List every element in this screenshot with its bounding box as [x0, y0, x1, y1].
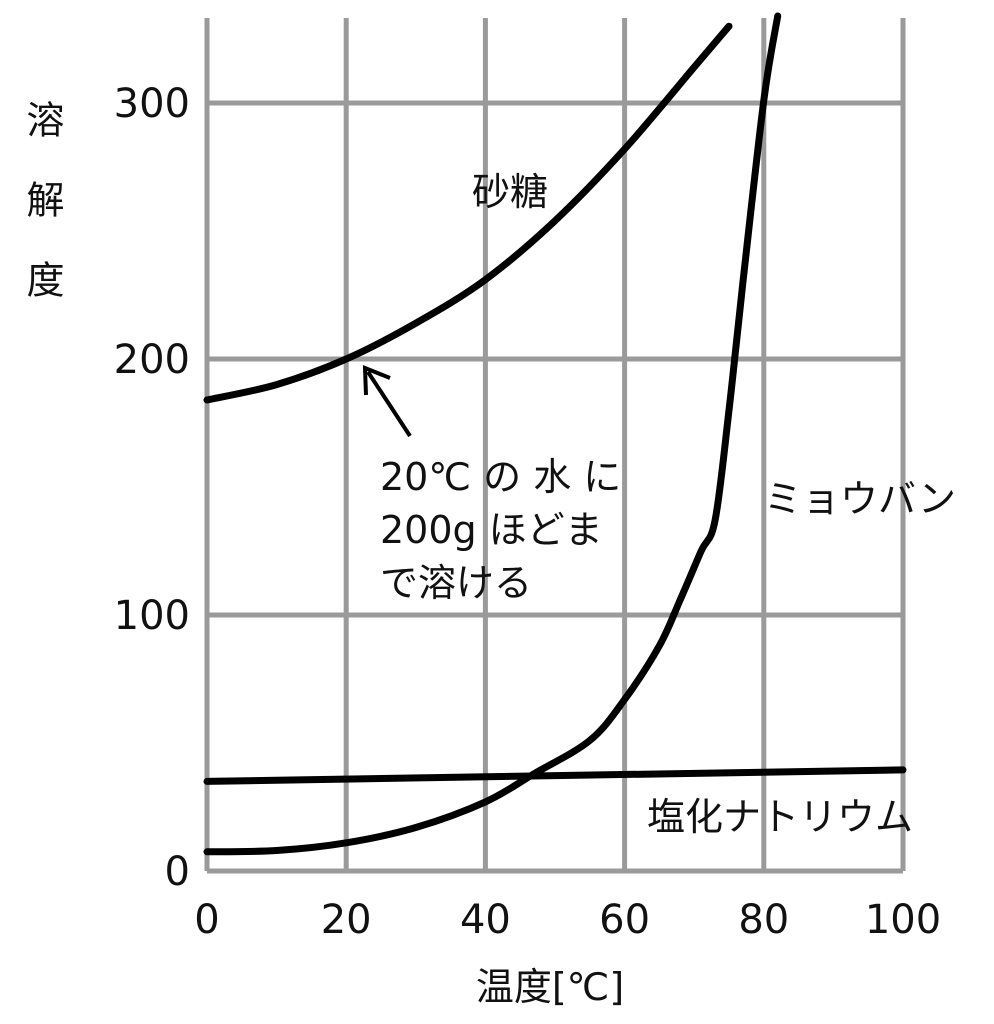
y-tick-label: 300 — [114, 81, 190, 127]
series-label-alum: ミョウバン — [764, 477, 956, 521]
annotation-line-2: 200g ほどま — [380, 508, 603, 552]
grid — [204, 18, 906, 874]
series-label-sugar: 砂糖 — [472, 170, 548, 214]
annotation: 20℃ の 水 に 200g ほどま で溶ける — [362, 365, 621, 605]
annotation-line-3: で溶ける — [380, 561, 532, 605]
annotation-arrow-head — [362, 365, 391, 396]
sugar-curve — [203, 22, 733, 404]
x-tick-label: 100 — [865, 897, 941, 943]
x-tick-label: 20 — [321, 897, 372, 943]
alum-curve — [203, 12, 782, 856]
x-tick-label: 40 — [460, 897, 511, 943]
y-tick-label: 200 — [114, 337, 190, 383]
annotation-line-1: 20℃ の 水 に — [380, 455, 621, 499]
x-axis-label: 温度[℃] — [476, 965, 624, 1009]
y-axis-label: 溶解度 — [20, 100, 64, 340]
y-tick-label: 100 — [114, 593, 190, 639]
x-tick-label: 0 — [194, 897, 219, 943]
series-label-salt: 塩化ナトリウム — [647, 795, 913, 839]
y-tick-label: 0 — [165, 849, 190, 895]
annotation-arrow-shaft — [366, 370, 412, 438]
x-tick-label: 60 — [599, 897, 650, 943]
curves — [203, 12, 907, 856]
salt-curve — [203, 766, 907, 785]
tick-labels: 0 20 40 60 80 100 0 100 200 300 — [114, 81, 942, 943]
x-tick-label: 80 — [738, 897, 789, 943]
